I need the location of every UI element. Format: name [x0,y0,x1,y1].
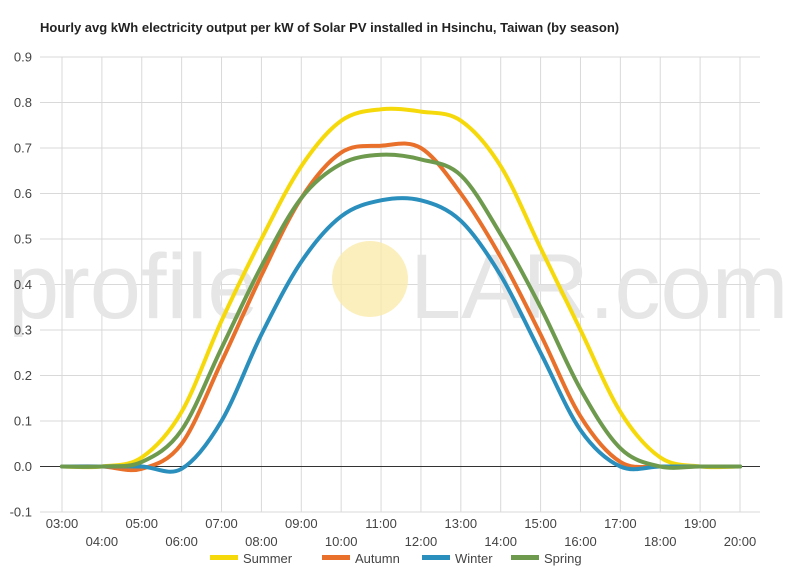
x-tick-label: 18:00 [644,534,677,549]
series-lines [60,106,742,474]
y-tick-label: 0.1 [14,414,32,429]
x-tick-label: 08:00 [245,534,278,549]
legend-swatch-winter [422,555,450,560]
legend-label: Winter [455,551,493,566]
y-tick-label: 0.2 [14,368,32,383]
y-tick-label: 0.8 [14,95,32,110]
x-tick-label: 17:00 [604,516,637,531]
x-tick-label: 04:00 [86,534,119,549]
y-tick-label: 0.9 [14,50,32,65]
x-tick-label: 15:00 [524,516,557,531]
x-tick-label: 13:00 [445,516,478,531]
series-line-autumn [60,141,742,473]
y-tick-label: 0.4 [14,277,32,292]
x-tick-label: 11:00 [365,516,397,531]
x-tick-label: 20:00 [724,534,757,549]
gridlines [40,56,760,513]
legend-label: Autumn [355,551,400,566]
x-tick-label: 07:00 [205,516,238,531]
x-tick-label: 10:00 [325,534,358,549]
x-tick-label: 14:00 [484,534,517,549]
legend: Summer Autumn Winter Spring [210,551,582,566]
legend-label: Summer [243,551,293,566]
watermark-sun-icon [332,241,408,317]
y-tick-label: 0.6 [14,186,32,201]
watermark-text-left: profile [8,236,259,338]
y-tick-label: 0.5 [14,232,32,247]
y-tick-label: 0.7 [14,141,32,156]
series-line-spring [60,152,742,470]
legend-swatch-spring [511,555,539,560]
legend-swatch-autumn [322,555,350,560]
series-line-summer [60,106,742,470]
watermark-text-right: LAR.com [410,236,788,338]
x-tick-label: 03:00 [46,516,79,531]
y-tick-label: 0.0 [14,459,32,474]
x-tick-label: 16:00 [564,534,597,549]
x-tick-label: 06:00 [165,534,198,549]
chart-title: Hourly avg kWh electricity output per kW… [40,20,619,35]
x-tick-label: 19:00 [684,516,717,531]
x-axis-ticks: 03:00 04:00 05:00 06:00 07:00 08:00 09:00 10:00… [46,516,757,549]
x-tick-label: 05:00 [125,516,158,531]
profilesolar-watermark: profile LAR.com [8,236,788,338]
series-line-winter [60,196,742,474]
x-tick-label: 12:00 [405,534,438,549]
x-tick-label: 09:00 [285,516,318,531]
y-tick-label: -0.1 [10,505,32,520]
y-tick-label: 0.3 [14,323,32,338]
legend-label: Spring [544,551,582,566]
y-axis-ticks: -0.1 0.0 0.1 0.2 0.3 0.4 0.5 0.6 0.7 0.8 0.9 [10,50,32,520]
legend-swatch-summer [210,555,238,560]
